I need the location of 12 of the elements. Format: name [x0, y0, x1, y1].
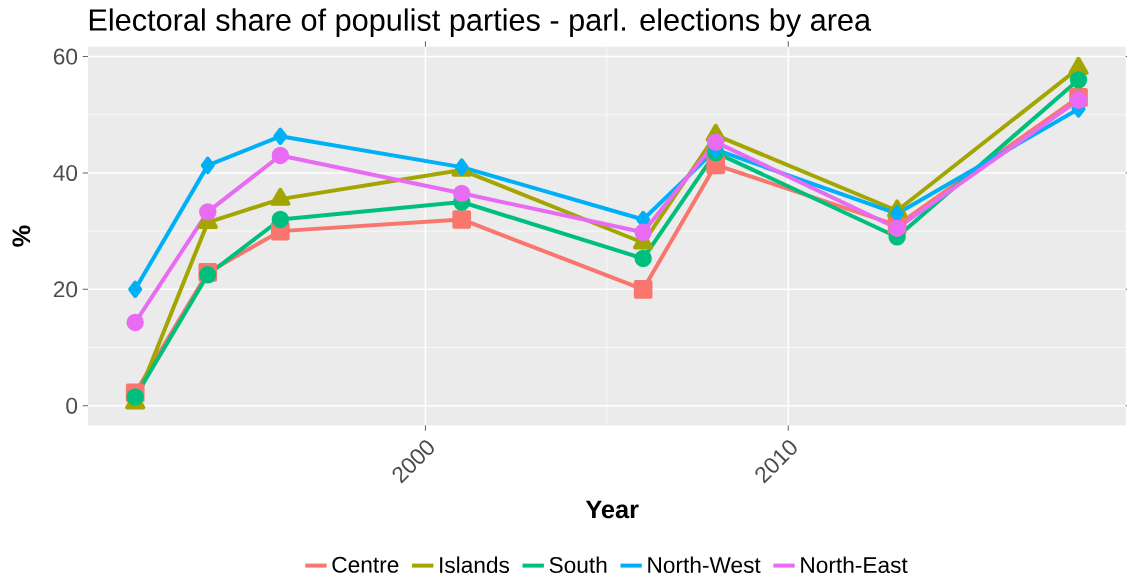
legend-label: North-East [801, 556, 908, 574]
legend-label: South [549, 556, 607, 574]
y-tick-label: 20 [53, 281, 78, 298]
y-tick-label: 40 [53, 164, 78, 182]
y-tick-label: 60 [53, 48, 78, 65]
legend-label: North-West [648, 556, 761, 574]
legend-label: Centre [332, 556, 399, 573]
legend-label: Islands [440, 556, 510, 574]
chart-title: Electoral share of populist parties - parl. elections by area [89, 8, 872, 38]
y-axis-title: % [12, 225, 31, 247]
x-axis-title: Year [585, 500, 639, 519]
y-tick-label: 0 [66, 397, 78, 414]
